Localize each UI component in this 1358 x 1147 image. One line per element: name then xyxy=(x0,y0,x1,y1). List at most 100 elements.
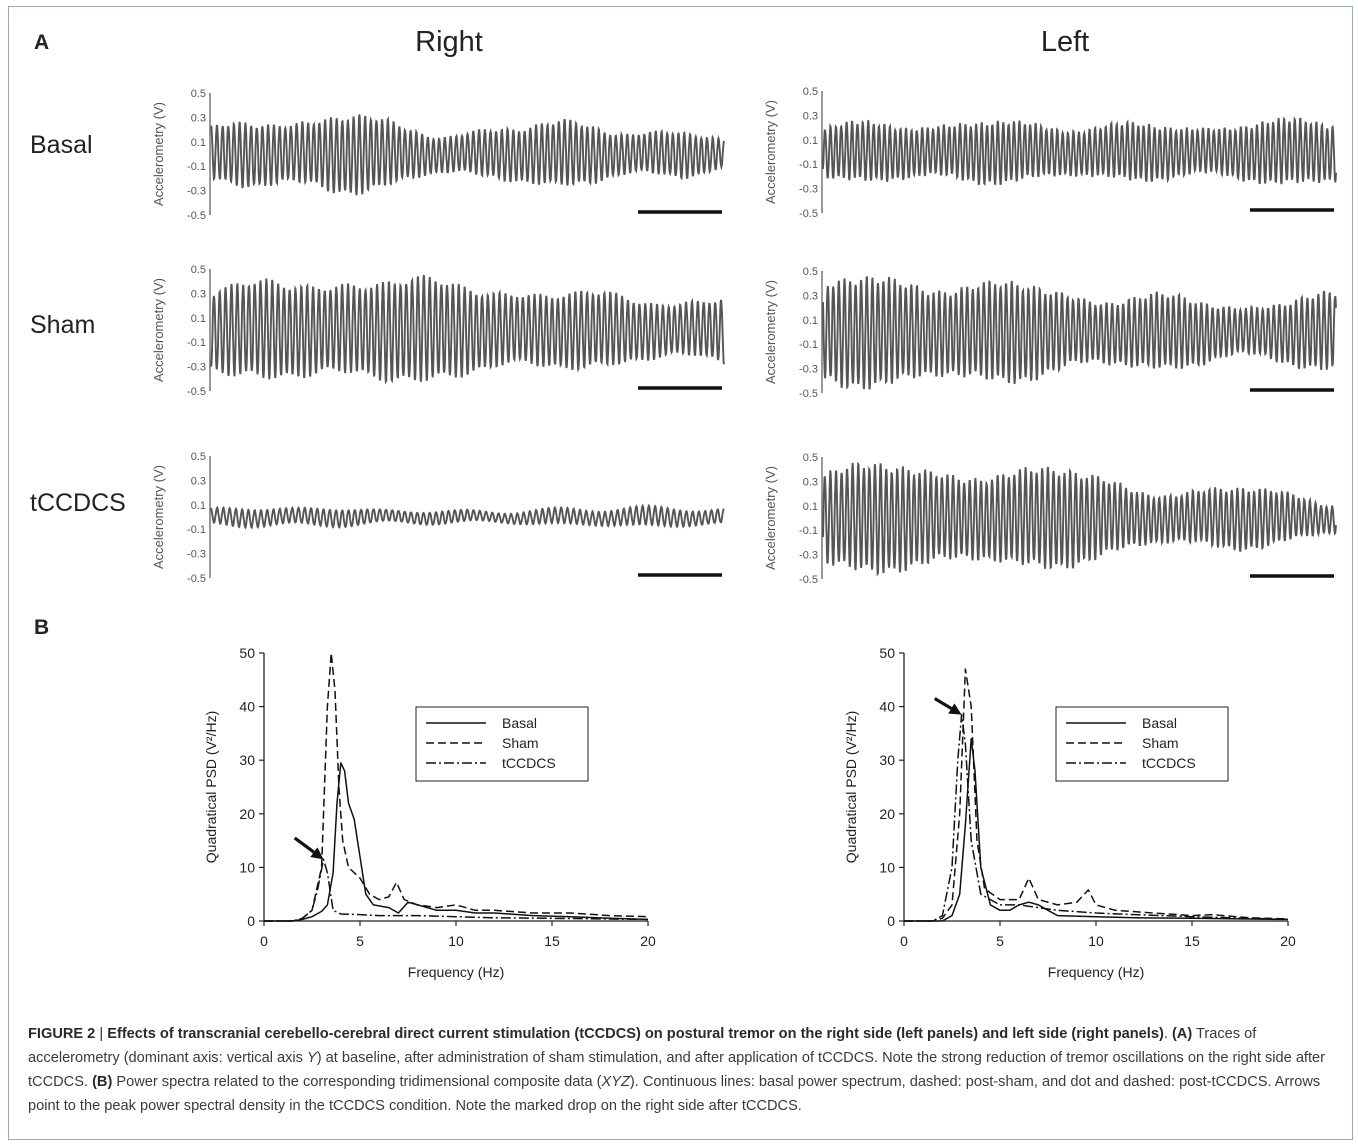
trace-waveform xyxy=(822,116,1337,187)
legend-label: Sham xyxy=(502,735,539,751)
trace-tick-label: 0.1 xyxy=(191,500,206,512)
psd-y-tick-label: 50 xyxy=(879,645,895,661)
trace-tick-label: 0.1 xyxy=(803,315,818,327)
trace-tick-label: 0.3 xyxy=(803,290,818,302)
trace-tick-label: 0.5 xyxy=(191,451,206,463)
trace-tick-label: -0.5 xyxy=(799,574,818,586)
caption-figure-label: FIGURE 2 xyxy=(28,1026,96,1042)
trace-left-sham: Accelerometry (V) 0.5 0.3 0.1 -0.1 -0.3 -0.5 xyxy=(763,266,1337,400)
caption-b-ref: (B) xyxy=(92,1074,113,1090)
psd-y-tick-label: 40 xyxy=(879,699,895,715)
trace-tick-label: -0.3 xyxy=(799,550,818,562)
peak-arrow-shaft xyxy=(933,697,953,710)
trace-tick-label: 0.3 xyxy=(803,110,818,122)
trace-right-sham: Accelerometry (V) 0.5 0.3 0.1 -0.1 -0.3 -0.5 xyxy=(151,264,725,398)
trace-tick-label: -0.3 xyxy=(799,184,818,196)
psd-series-sham xyxy=(264,652,649,922)
trace-tick-label: -0.1 xyxy=(799,525,818,537)
panel-a-label: A xyxy=(34,31,50,54)
caption-after-title: . xyxy=(1163,1026,1172,1042)
psd-x-tick-label: 20 xyxy=(640,933,656,949)
panel-b-label: B xyxy=(34,616,50,639)
psd-x-tick-label: 5 xyxy=(356,933,364,949)
trace-tick-label: 0.3 xyxy=(191,112,206,124)
trace-tick-label: 0.5 xyxy=(803,452,818,464)
psd-x-tick-label: 15 xyxy=(1184,933,1200,949)
trace-ylabel: Accelerometry (V) xyxy=(763,100,778,204)
trace-tick-label: -0.1 xyxy=(187,337,206,349)
psd-y-tick-label: 50 xyxy=(239,645,255,661)
psd-chart-right-side: 0 5 10 15 20 0 10 20 30 40 50 Frequency (Hz) Quadrat… xyxy=(203,645,656,980)
row-label-sham: Sham xyxy=(30,311,96,339)
caption-b-text-2: ). Continuous lines: basal power spectru… xyxy=(28,1074,1321,1114)
legend-box xyxy=(1055,706,1229,782)
psd-y-tick-label: 30 xyxy=(239,752,255,768)
psd-y-tick-label: 10 xyxy=(239,859,255,875)
psd-series-basal xyxy=(264,762,649,922)
caption-b-text-1: Power spectra related to the correspondi… xyxy=(112,1074,602,1090)
trace-tick-label: 0.5 xyxy=(803,86,818,98)
psd-chart-left-side: 0 5 10 15 20 0 10 20 30 40 50 Frequency (Hz) Quadrat… xyxy=(843,645,1296,980)
trace-tick-label: 0.1 xyxy=(191,137,206,149)
trace-ylabel: Accelerometry (V) xyxy=(151,465,166,569)
trace-tick-label: 0.5 xyxy=(191,88,206,100)
legend-label: tCCDCS xyxy=(1142,755,1196,771)
psd-series-basal xyxy=(904,738,1289,922)
legend-label: Basal xyxy=(502,715,537,731)
trace-tick-label: 0.3 xyxy=(803,476,818,488)
psd-x-axis-label: Frequency (Hz) xyxy=(1048,964,1144,980)
trace-ylabel: Accelerometry (V) xyxy=(763,280,778,384)
trace-tick-label: 0.1 xyxy=(803,135,818,147)
figure-frame xyxy=(8,6,1353,1140)
trace-ylabel: Accelerometry (V) xyxy=(763,466,778,570)
psd-y-tick-label: 20 xyxy=(879,806,895,822)
trace-waveform xyxy=(210,503,725,530)
psd-y-tick-label: 40 xyxy=(239,699,255,715)
psd-x-tick-label: 10 xyxy=(1088,933,1104,949)
legend-label: Sham xyxy=(1142,735,1179,751)
psd-y-axis-label: Quadratical PSD (V²/Hz) xyxy=(203,711,219,863)
psd-x-tick-label: 20 xyxy=(1280,933,1296,949)
trace-tick-label: -0.5 xyxy=(187,573,206,585)
trace-tick-label: 0.5 xyxy=(803,266,818,278)
psd-x-tick-label: 10 xyxy=(448,933,464,949)
trace-left-tccdcs: Accelerometry (V) 0.5 0.3 0.1 -0.1 -0.3 -0.5 xyxy=(763,452,1337,586)
psd-x-tick-label: 0 xyxy=(900,933,908,949)
trace-tick-label: 0.3 xyxy=(191,288,206,300)
psd-x-tick-label: 0 xyxy=(260,933,268,949)
legend-label: tCCDCS xyxy=(502,755,556,771)
psd-series-tccdcs xyxy=(904,713,1289,922)
figure-caption: FIGURE 2 | Effects of transcranial cereb… xyxy=(28,1022,1333,1118)
legend-box xyxy=(415,706,589,782)
trace-waveform xyxy=(210,114,725,196)
trace-left-basal: Accelerometry (V) 0.5 0.3 0.1 -0.1 -0.3 -0.5 xyxy=(763,86,1337,220)
trace-tick-label: -0.1 xyxy=(799,339,818,351)
caption-a-text-1: Traces of accelerometry (dominant axis: … xyxy=(28,1026,1257,1066)
trace-tick-label: -0.5 xyxy=(187,210,206,222)
psd-x-tick-label: 5 xyxy=(996,933,1004,949)
peak-arrow-shaft xyxy=(293,836,315,854)
trace-tick-label: -0.1 xyxy=(799,159,818,171)
psd-y-tick-label: 20 xyxy=(239,806,255,822)
trace-tick-label: -0.3 xyxy=(187,186,206,198)
trace-tick-label: -0.3 xyxy=(187,549,206,561)
caption-a-text-2: ) at baseline, after administration of s… xyxy=(28,1050,1326,1090)
trace-ylabel: Accelerometry (V) xyxy=(151,278,166,382)
caption-a-ref: (A) xyxy=(1171,1026,1193,1042)
trace-waveform xyxy=(210,274,725,385)
trace-tick-label: -0.3 xyxy=(799,364,818,376)
psd-y-tick-label: 0 xyxy=(247,913,255,929)
trace-ylabel: Accelerometry (V) xyxy=(151,102,166,206)
trace-tick-label: 0.5 xyxy=(191,264,206,276)
psd-y-axis-label: Quadratical PSD (V²/Hz) xyxy=(843,711,859,863)
trace-tick-label: 0.3 xyxy=(191,475,206,487)
column-title-left: Left xyxy=(1040,26,1090,58)
peak-arrow-icon xyxy=(310,847,324,860)
trace-right-basal: Accelerometry (V) 0.5 0.3 0.1 -0.1 -0.3 -0.5 xyxy=(151,88,725,222)
trace-waveform xyxy=(822,276,1337,390)
trace-tick-label: -0.5 xyxy=(799,208,818,220)
caption-title: Effects of transcranial cerebello-cerebr… xyxy=(107,1026,1164,1042)
psd-x-tick-label: 15 xyxy=(544,933,560,949)
trace-tick-label: -0.1 xyxy=(187,161,206,173)
psd-y-tick-label: 10 xyxy=(879,859,895,875)
